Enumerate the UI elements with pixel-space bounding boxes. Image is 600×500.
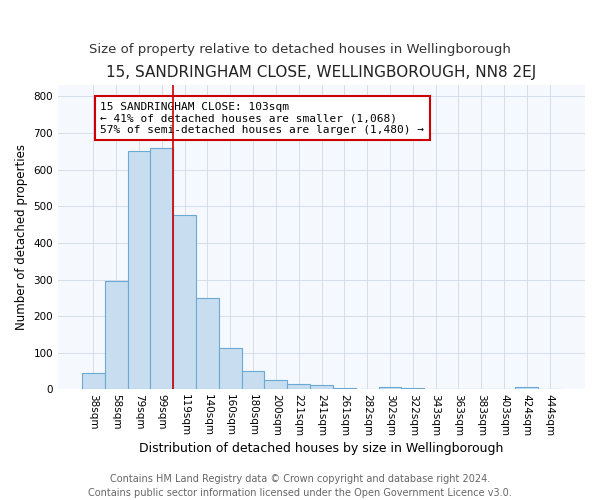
Text: 15 SANDRINGHAM CLOSE: 103sqm
← 41% of detached houses are smaller (1,068)
57% of: 15 SANDRINGHAM CLOSE: 103sqm ← 41% of de…	[100, 102, 424, 135]
Bar	[356, 388, 379, 390]
Bar	[196, 298, 219, 390]
Y-axis label: Number of detached properties: Number of detached properties	[15, 144, 28, 330]
Bar	[265, 380, 287, 390]
Text: Contains HM Land Registry data © Crown copyright and database right 2024.
Contai: Contains HM Land Registry data © Crown c…	[88, 474, 512, 498]
Bar	[287, 384, 310, 390]
X-axis label: Distribution of detached houses by size in Wellingborough: Distribution of detached houses by size …	[139, 442, 504, 455]
Bar	[82, 373, 105, 390]
Bar	[173, 216, 196, 390]
Bar	[333, 388, 356, 390]
Text: Size of property relative to detached houses in Wellingborough: Size of property relative to detached ho…	[89, 42, 511, 56]
Bar	[219, 348, 242, 390]
Bar	[310, 384, 333, 390]
Bar	[105, 282, 128, 390]
Bar	[128, 152, 151, 390]
Title: 15, SANDRINGHAM CLOSE, WELLINGBOROUGH, NN8 2EJ: 15, SANDRINGHAM CLOSE, WELLINGBOROUGH, N…	[106, 65, 536, 80]
Bar	[379, 387, 401, 390]
Bar	[515, 386, 538, 390]
Bar	[242, 371, 265, 390]
Bar	[401, 388, 424, 390]
Bar	[151, 148, 173, 390]
Bar	[424, 388, 447, 390]
